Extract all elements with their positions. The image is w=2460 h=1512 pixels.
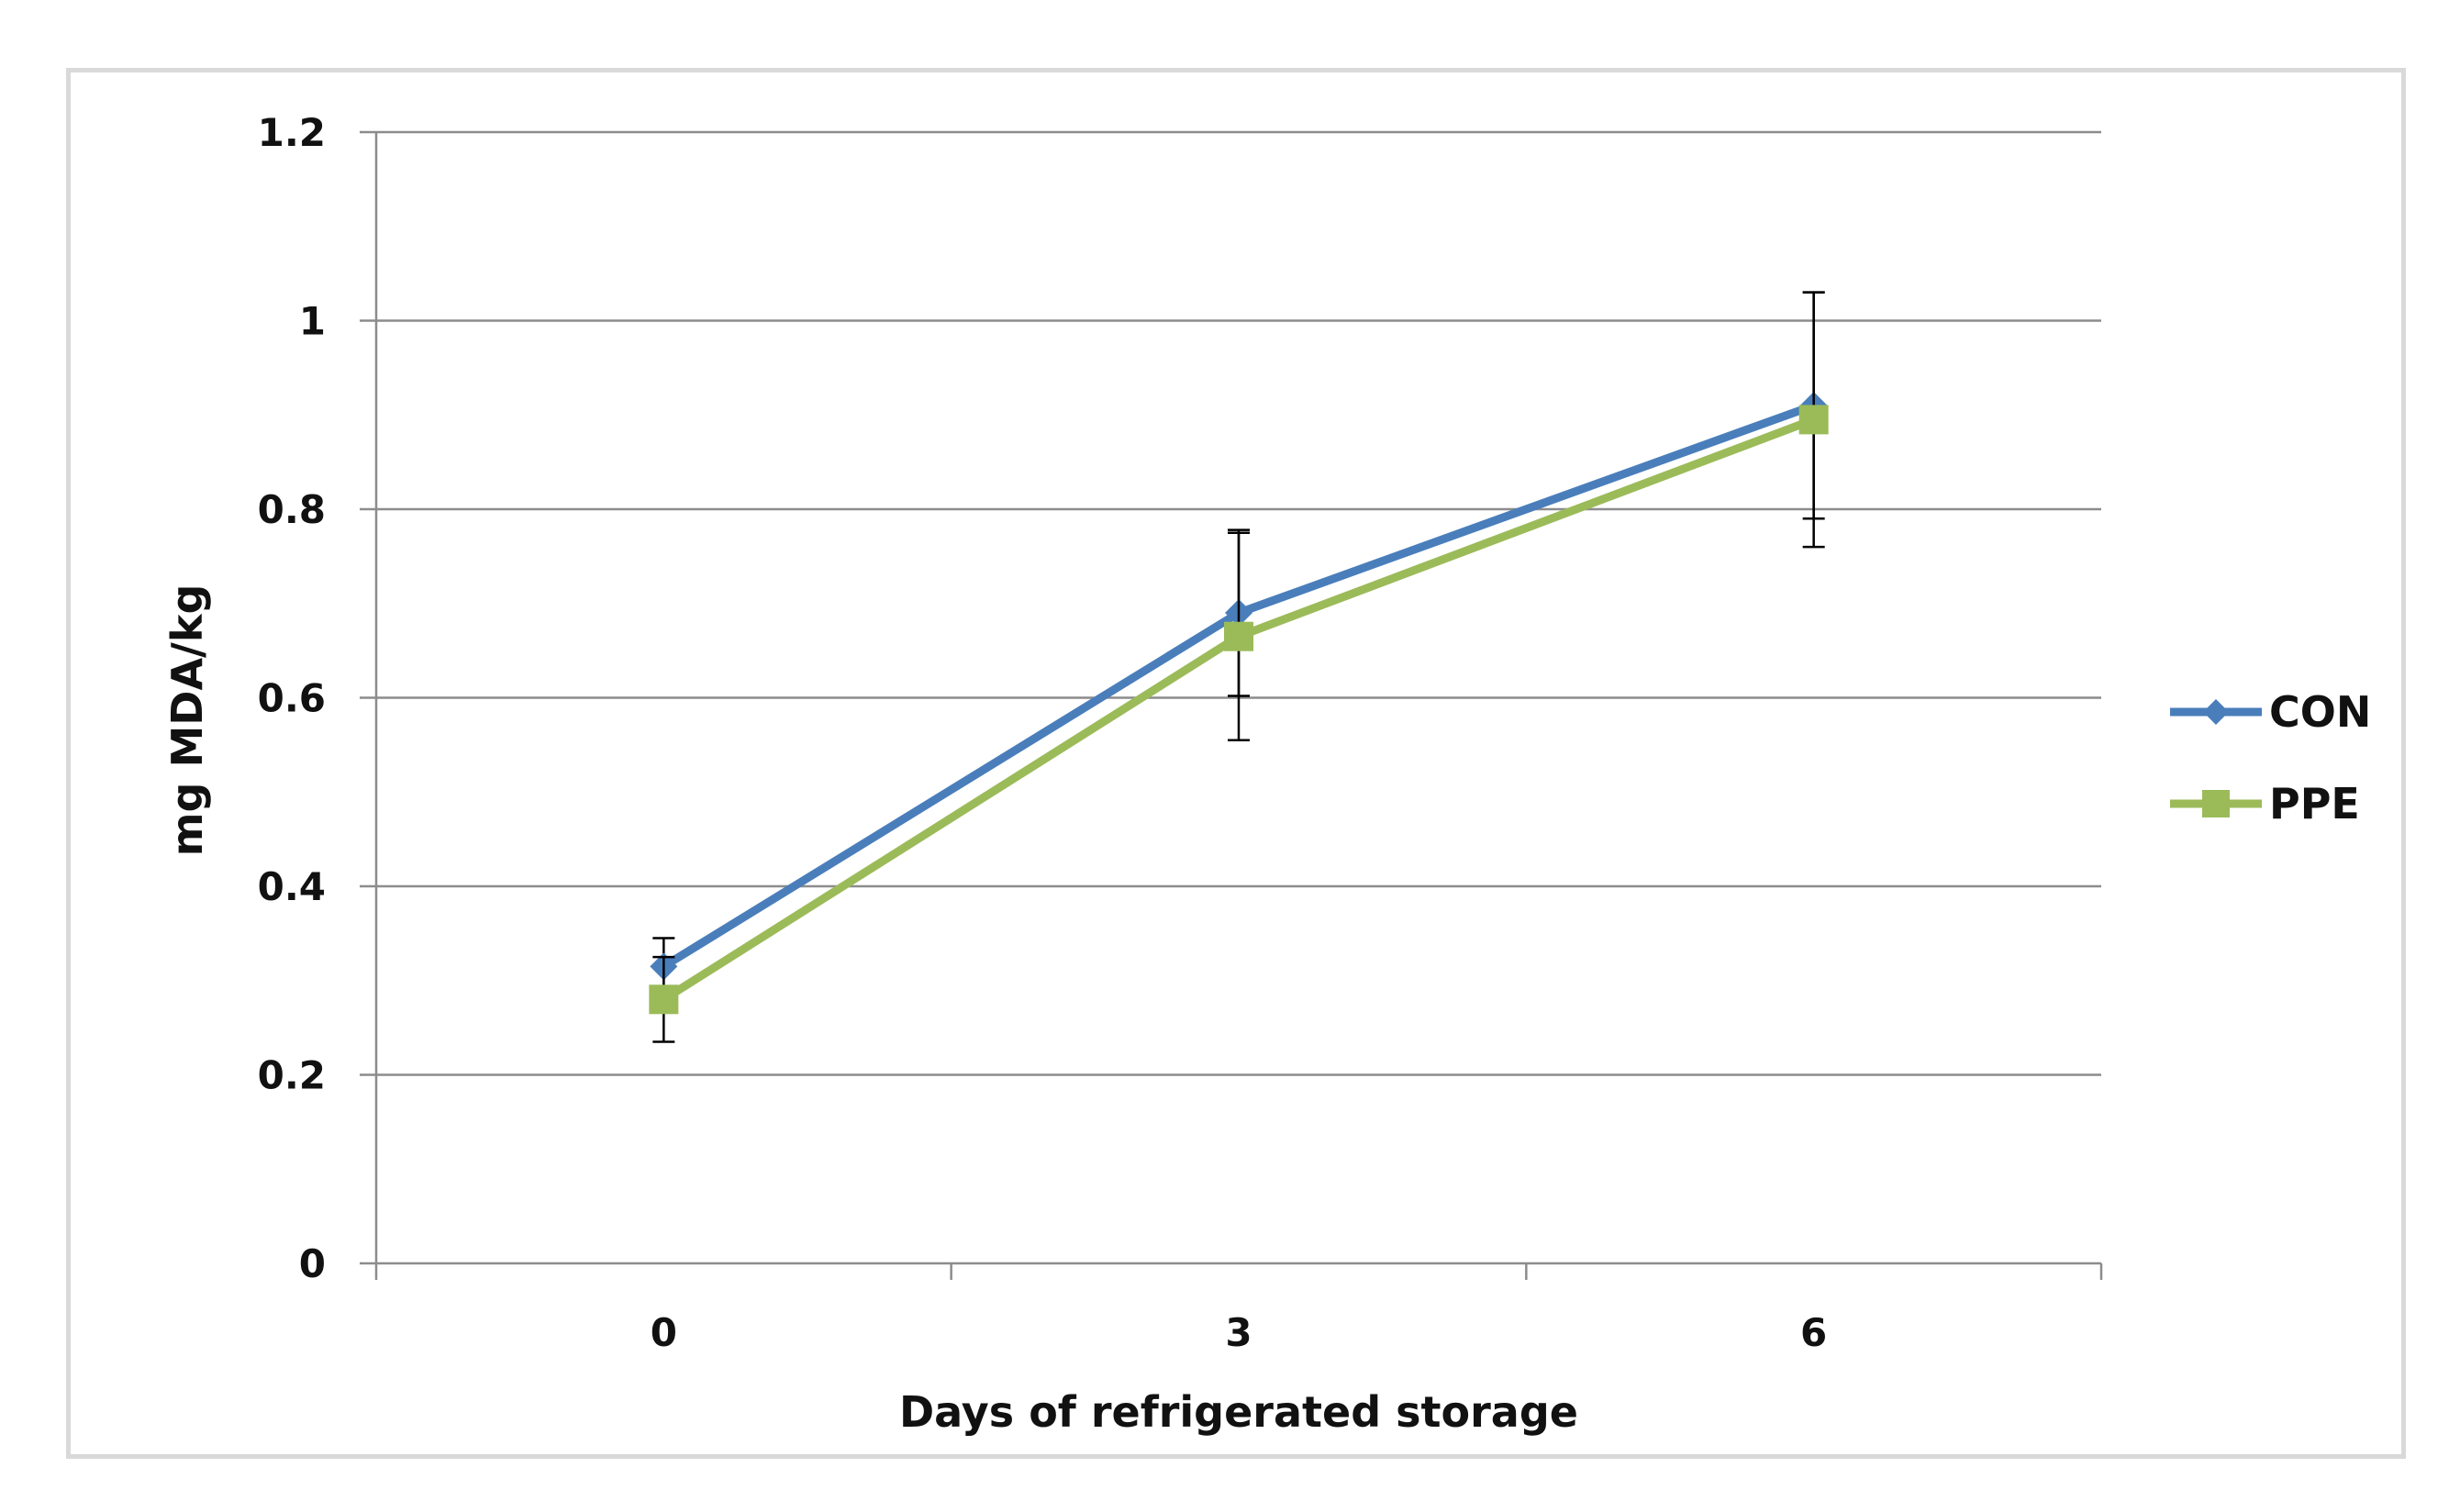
legend-item-ppe: PPE <box>2170 779 2360 828</box>
y-tick-label-6: 1.2 <box>258 110 326 155</box>
y-axis-label: mg MDA/kg <box>162 584 212 857</box>
x-tick-label-1: 3 <box>1225 1310 1252 1355</box>
y-tick-label-1: 0.2 <box>258 1053 326 1098</box>
data-point-ppe-1 <box>1224 621 1253 651</box>
legend-marker-ppe <box>2202 790 2230 817</box>
x-axis-label: Days of refrigerated storage <box>899 1387 1578 1437</box>
chart-frame <box>66 68 2406 1459</box>
legend-label-con: CON <box>2269 687 2371 737</box>
x-tick-label-2: 6 <box>1800 1310 1827 1355</box>
legend-marker-con <box>2203 699 2229 725</box>
y-tick-labels: 0 0.2 0.4 0.6 0.8 1 1.2 <box>258 110 326 1286</box>
y-tick-label-5: 1 <box>299 299 326 344</box>
series-layer <box>649 291 1829 1043</box>
axes <box>360 130 2103 1280</box>
y-tick-label-0: 0 <box>299 1241 326 1286</box>
data-point-ppe-2 <box>1798 405 1829 435</box>
x-tick-label-0: 0 <box>651 1310 677 1355</box>
data-point-ppe-0 <box>649 984 679 1015</box>
y-tick-label-4: 0.8 <box>258 487 326 532</box>
series-ppe <box>649 291 1829 1043</box>
y-tick-label-3: 0.6 <box>258 676 326 721</box>
y-tick-label-2: 0.4 <box>258 864 326 909</box>
gridlines <box>376 130 2101 1076</box>
legend-label-ppe: PPE <box>2269 779 2360 828</box>
x-tick-labels: 0 3 6 <box>651 1310 1828 1355</box>
legend-item-con: CON <box>2170 687 2371 737</box>
legend: CON PPE <box>2170 687 2371 828</box>
